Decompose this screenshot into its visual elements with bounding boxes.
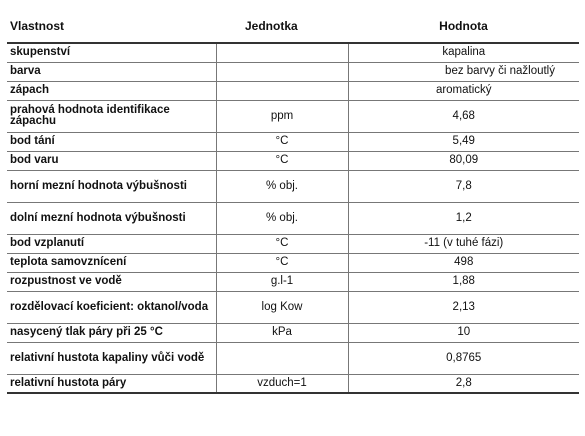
property-name-cell: skupenství xyxy=(7,43,216,63)
value-cell: 4,68 xyxy=(347,100,579,133)
property-name-cell: bod tání xyxy=(7,132,216,152)
table-row: teplota samovznícení °C 498 xyxy=(7,253,579,273)
table-row: bod varu °C 80,09 xyxy=(7,151,579,171)
unit-cell xyxy=(215,81,348,101)
unit-cell: °C xyxy=(215,234,348,254)
unit-cell: vzduch=1 xyxy=(215,374,348,394)
value-cell: -11 (v tuhé fázi) xyxy=(347,234,579,254)
header-unit: Jednotka xyxy=(216,10,348,44)
value-cell: 1,2 xyxy=(347,202,579,235)
value-cell: 7,8 xyxy=(347,170,579,203)
property-name-cell: relativní hustota kapaliny vůči vodě xyxy=(7,342,216,375)
property-name-cell: bod varu xyxy=(7,151,216,171)
header-value: Hodnota xyxy=(348,10,579,44)
table-row: rozdělovací koeficient: oktanol/voda log … xyxy=(7,291,579,324)
value-cell: 2,8 xyxy=(347,374,579,394)
property-name-cell: rozdělovací koeficient: oktanol/voda xyxy=(7,291,216,324)
header-property: Vlastnost xyxy=(7,10,216,44)
value-cell: 80,09 xyxy=(347,151,579,171)
property-name-cell: relativní hustota páry xyxy=(7,374,216,394)
table-row: zápach aromatický xyxy=(7,81,579,101)
table-row: bod vzplanutí °C -11 (v tuhé fázi) xyxy=(7,234,579,254)
table-body: skupenství kapalina barva bez barvy či nažl… xyxy=(7,43,579,394)
unit-cell: log Kow xyxy=(215,291,348,324)
unit-cell: ppm xyxy=(215,100,348,133)
unit-cell: °C xyxy=(215,151,348,171)
value-cell: kapalina xyxy=(347,43,579,63)
value-cell: 1,88 xyxy=(347,272,579,292)
table-row: rozpustnost ve vodě g.l-1 1,88 xyxy=(7,272,579,292)
unit-cell: kPa xyxy=(215,323,348,343)
property-name-cell: zápach xyxy=(7,81,216,101)
table-row: bod tání °C 5,49 xyxy=(7,132,579,152)
unit-cell: % obj. xyxy=(215,202,348,235)
table-row: relativní hustota páry vzduch=1 2,8 xyxy=(7,374,579,394)
table-row: skupenství kapalina xyxy=(7,43,579,63)
property-name-cell: teplota samovznícení xyxy=(7,253,216,273)
unit-cell: % obj. xyxy=(215,170,348,203)
table-row: barva bez barvy či nažloutlý xyxy=(7,62,579,82)
unit-cell xyxy=(215,62,348,82)
unit-cell: °C xyxy=(215,253,348,273)
property-name-cell: prahová hodnota identifikace zápachu xyxy=(7,100,216,133)
value-cell: 10 xyxy=(347,323,579,343)
table-row: dolní mezní hodnota výbušnosti% obj. 1,2 xyxy=(7,202,579,235)
value-cell: 498 xyxy=(347,253,579,273)
table-row: horní mezní hodnota výbušnosti% obj. 7,8 xyxy=(7,170,579,203)
value-cell: 5,49 xyxy=(347,132,579,152)
property-name-cell: bod vzplanutí xyxy=(7,234,216,254)
property-name-cell: barva xyxy=(7,62,216,82)
property-name-cell: horní mezní hodnota výbušnosti xyxy=(7,170,216,203)
table-row: prahová hodnota identifikace zápachu ppm 4… xyxy=(7,100,579,133)
unit-cell xyxy=(215,342,348,375)
property-name-cell: dolní mezní hodnota výbušnosti xyxy=(7,202,216,235)
property-name-cell: rozpustnost ve vodě xyxy=(7,272,216,292)
properties-table: Vlastnost Jednotka Hodnota skupenství kap… xyxy=(7,10,579,394)
value-cell: 2,13 xyxy=(347,291,579,324)
unit-cell: g.l-1 xyxy=(215,272,348,292)
table-header-row: Vlastnost Jednotka Hodnota xyxy=(7,10,579,44)
property-name-cell: nasycený tlak páry při 25 °C xyxy=(7,323,216,343)
table-row: nasycený tlak páry při 25 °C kPa 10 xyxy=(7,323,579,343)
unit-cell xyxy=(215,43,348,63)
unit-cell: °C xyxy=(215,132,348,152)
value-cell: bez barvy či nažloutlý xyxy=(347,62,579,82)
value-cell: aromatický xyxy=(347,81,579,101)
value-cell: 0,8765 xyxy=(347,342,579,375)
table-row: relativní hustota kapaliny vůči vodě 0,87… xyxy=(7,342,579,375)
